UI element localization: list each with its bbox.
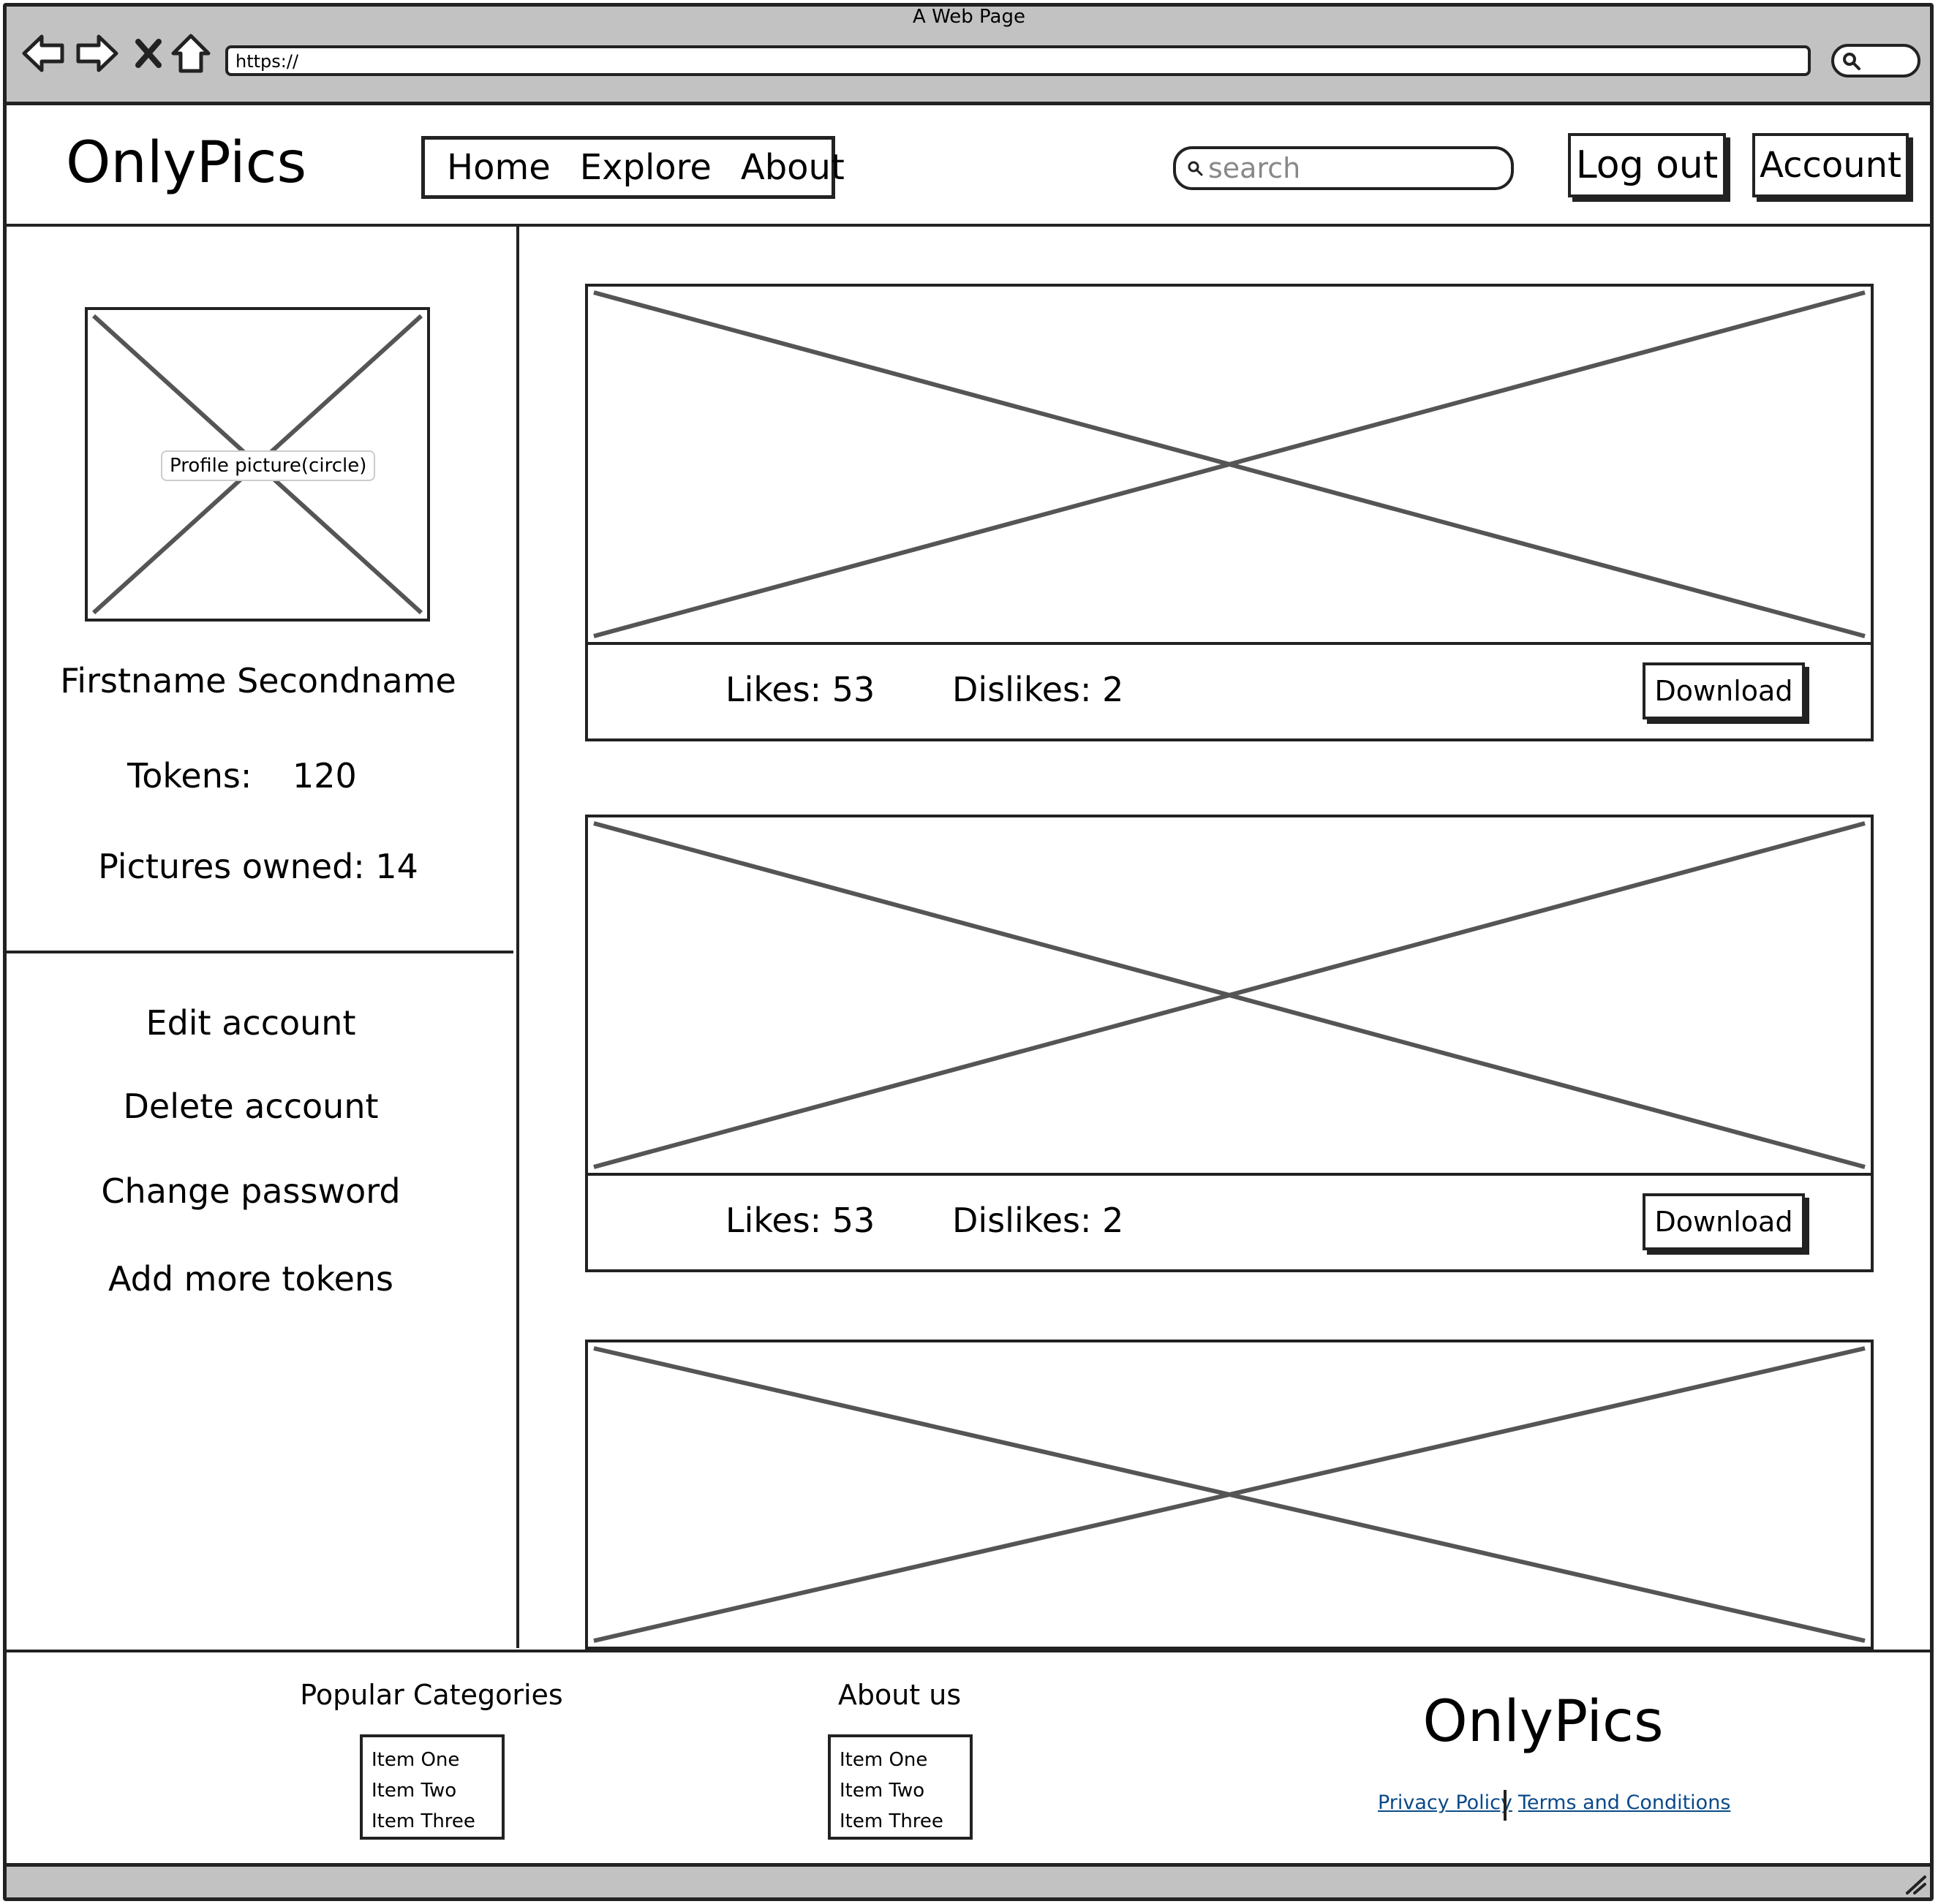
search-input[interactable]: search (1173, 146, 1514, 190)
logout-button[interactable]: Log out (1568, 133, 1726, 197)
account-button[interactable]: Account (1752, 133, 1909, 197)
post-stats-bar: Likes: 53 Dislikes: 2 Download (585, 1173, 1874, 1272)
post-stats-bar: Likes: 53 Dislikes: 2 Download (585, 642, 1874, 741)
list-item[interactable]: Item One (372, 1749, 460, 1771)
tokens-value: 120 (293, 756, 357, 796)
nav-explore[interactable]: Explore (579, 147, 712, 188)
sidebar-divider (516, 225, 519, 1648)
url-bar[interactable]: https:// (225, 45, 1811, 76)
footer-divider (4, 1650, 1932, 1652)
footer-categories-title: Popular Categories (300, 1679, 563, 1711)
profile-name: Firstname Secondname (60, 661, 456, 700)
pictures-owned: Pictures owned: 14 (98, 847, 418, 886)
post-image[interactable] (585, 284, 1874, 645)
list-item[interactable]: Item Three (840, 1810, 943, 1832)
browser-search-field[interactable] (1831, 44, 1920, 78)
footer-logo: OnlyPics (1422, 1689, 1664, 1755)
image-placeholder-icon (593, 1346, 1866, 1643)
footer-link-separator (1504, 1790, 1507, 1821)
search-icon (1188, 161, 1203, 176)
window-title: A Web Page (913, 6, 1025, 28)
search-placeholder: search (1208, 152, 1301, 184)
magnifier-icon (1843, 53, 1860, 70)
download-button[interactable]: Download (1643, 1193, 1805, 1250)
resize-grip-icon[interactable] (1903, 1874, 1928, 1894)
site-logo[interactable]: OnlyPics (66, 130, 307, 196)
close-x-icon[interactable] (124, 29, 173, 78)
post-image[interactable] (585, 1340, 1874, 1650)
footer-about-list: Item One Item Two Item Three (828, 1734, 973, 1840)
list-item[interactable]: Item Three (372, 1810, 475, 1832)
likes-count: Likes: 53 (725, 1201, 875, 1240)
dislikes-count: Dislikes: 2 (952, 1201, 1124, 1240)
back-arrow-icon[interactable] (19, 29, 67, 78)
list-item[interactable]: Item One (840, 1749, 928, 1771)
delete-account-link[interactable]: Delete account (123, 1087, 379, 1126)
terms-link[interactable]: Terms and Conditions (1518, 1791, 1731, 1814)
home-icon[interactable] (167, 29, 215, 78)
footer-about-title: About us (837, 1679, 962, 1711)
header-divider (4, 224, 1932, 227)
footer-categories-list: Item One Item Two Item Three (360, 1734, 505, 1840)
forward-arrow-icon[interactable] (73, 29, 121, 78)
tokens-label: Tokens: (127, 756, 252, 796)
list-item[interactable]: Item Two (372, 1780, 457, 1802)
dislikes-count: Dislikes: 2 (952, 670, 1124, 709)
sidebar-section-divider (4, 951, 513, 953)
list-item[interactable]: Item Two (840, 1780, 925, 1802)
image-placeholder-icon (593, 290, 1866, 638)
browser-status-bar (4, 1863, 1932, 1898)
profile-picture-label: Profile picture(circle) (161, 450, 376, 481)
nav-about[interactable]: About (740, 147, 845, 188)
image-placeholder-icon (593, 821, 1866, 1169)
nav-home[interactable]: Home (447, 147, 551, 188)
add-tokens-link[interactable]: Add more tokens (108, 1259, 394, 1299)
edit-account-link[interactable]: Edit account (146, 1003, 356, 1043)
post-image[interactable] (585, 815, 1874, 1176)
download-button[interactable]: Download (1643, 662, 1805, 719)
privacy-policy-link[interactable]: Privacy Policy (1378, 1791, 1513, 1814)
likes-count: Likes: 53 (725, 670, 875, 709)
change-password-link[interactable]: Change password (101, 1171, 401, 1211)
main-nav: Home Explore About (421, 136, 845, 199)
profile-picture[interactable]: Profile picture(circle) (85, 307, 430, 622)
